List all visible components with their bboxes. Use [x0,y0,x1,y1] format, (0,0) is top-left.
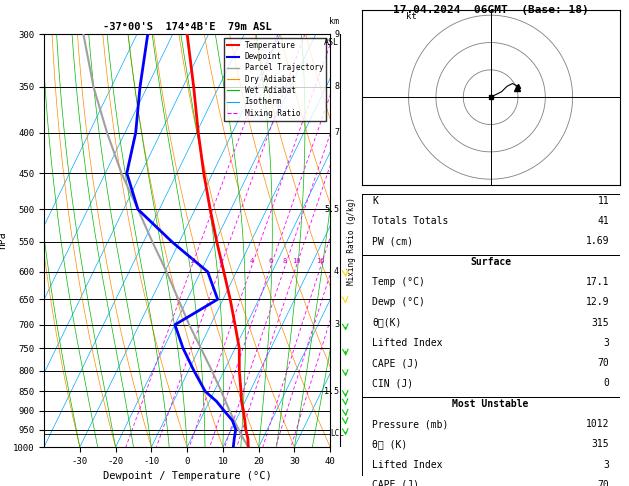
Text: Lifted Index: Lifted Index [372,338,442,348]
Text: kt: kt [406,13,416,21]
Text: 8: 8 [334,83,339,91]
X-axis label: Dewpoint / Temperature (°C): Dewpoint / Temperature (°C) [103,471,272,482]
Text: 41: 41 [598,216,610,226]
Text: 4: 4 [250,258,254,264]
Text: Surface: Surface [470,257,511,267]
Text: PW (cm): PW (cm) [372,236,413,246]
Text: 5.5: 5.5 [324,205,339,214]
Text: Pressure (mb): Pressure (mb) [372,419,448,429]
Title: -37°00'S  174°4B'E  79m ASL: -37°00'S 174°4B'E 79m ASL [103,22,272,32]
Text: 2: 2 [218,258,223,264]
Text: 16: 16 [316,258,325,264]
Text: LCL: LCL [330,429,344,438]
Text: 3: 3 [603,460,610,469]
Text: Temp (°C): Temp (°C) [372,277,425,287]
Text: 17.04.2024  06GMT  (Base: 18): 17.04.2024 06GMT (Base: 18) [392,5,589,15]
Text: 9: 9 [334,30,339,38]
Text: 6: 6 [269,258,273,264]
Text: 70: 70 [598,358,610,368]
Text: 7: 7 [334,128,339,137]
Text: km: km [329,17,339,26]
Text: 12.9: 12.9 [586,297,610,307]
Text: θᴇ(K): θᴇ(K) [372,317,401,328]
Text: 3: 3 [603,338,610,348]
Text: Totals Totals: Totals Totals [372,216,448,226]
Text: CIN (J): CIN (J) [372,379,413,388]
Text: ASL: ASL [324,38,339,47]
Text: 8: 8 [283,258,287,264]
Text: 70: 70 [598,480,610,486]
Text: 1.5: 1.5 [324,387,339,396]
Text: 1012: 1012 [586,419,610,429]
Text: K: K [372,196,378,206]
Text: 0: 0 [603,379,610,388]
Text: 3: 3 [334,320,339,329]
Legend: Temperature, Dewpoint, Parcel Trajectory, Dry Adiabat, Wet Adiabat, Isotherm, Mi: Temperature, Dewpoint, Parcel Trajectory… [224,38,326,121]
Text: θᴇ (K): θᴇ (K) [372,439,407,450]
Text: 315: 315 [592,317,610,328]
Text: 10: 10 [292,258,301,264]
Text: 4: 4 [334,267,339,277]
Text: Mixing Ratio (g/kg): Mixing Ratio (g/kg) [347,197,356,284]
Text: 11: 11 [598,196,610,206]
Text: 17.1: 17.1 [586,277,610,287]
Text: 1: 1 [190,258,194,264]
Text: 315: 315 [592,439,610,450]
Text: Most Unstable: Most Unstable [452,399,529,409]
Text: Dewp (°C): Dewp (°C) [372,297,425,307]
Text: 1.69: 1.69 [586,236,610,246]
Text: Lifted Index: Lifted Index [372,460,442,469]
Y-axis label: hPa: hPa [0,232,8,249]
Text: CAPE (J): CAPE (J) [372,358,419,368]
Text: CAPE (J): CAPE (J) [372,480,419,486]
